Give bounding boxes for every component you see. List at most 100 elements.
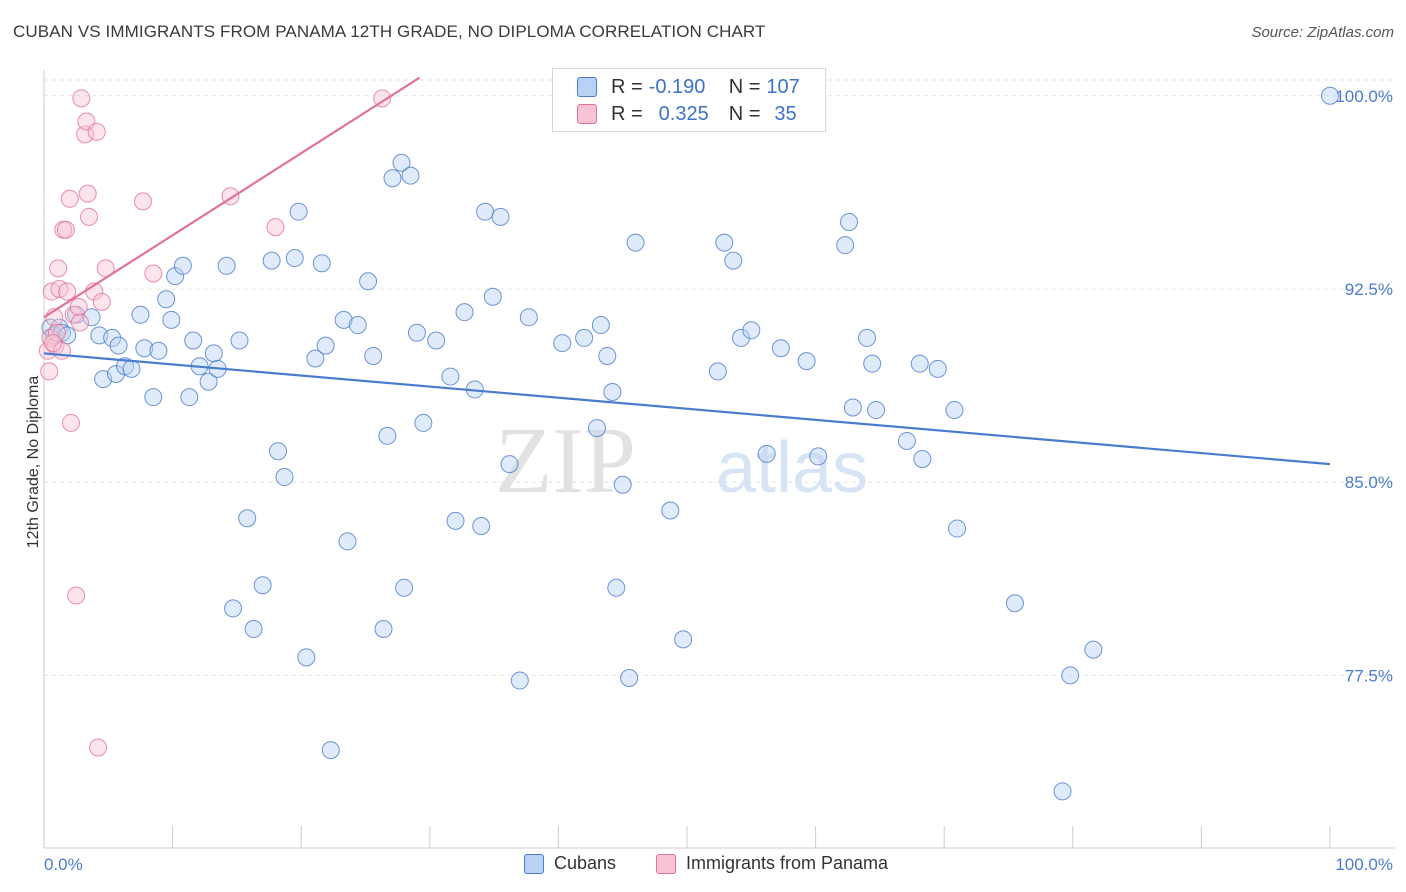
legend-row-cubans: R = -0.190 N = 107 xyxy=(577,74,800,100)
cubans-point xyxy=(732,328,751,347)
cubans-point xyxy=(135,339,154,358)
cubans-point xyxy=(224,599,243,618)
cubans-point xyxy=(913,450,932,468)
cubans-point xyxy=(157,290,176,309)
cubans-point xyxy=(289,202,308,221)
cubans-point xyxy=(334,310,353,329)
cubans-point xyxy=(620,668,639,687)
cubans-point xyxy=(262,251,281,270)
cubans-point xyxy=(395,578,414,597)
cubans-point xyxy=(306,349,325,368)
panama-point xyxy=(373,89,392,108)
cubans-point xyxy=(607,578,626,597)
panama-point xyxy=(49,259,68,278)
cubans-point xyxy=(217,256,236,275)
chart-title: CUBAN VS IMMIGRANTS FROM PANAMA 12TH GRA… xyxy=(13,22,766,41)
cubans-point xyxy=(575,328,594,347)
cubans-point xyxy=(348,316,367,335)
legend-item-cubans: Cubans xyxy=(524,853,616,874)
y-axis-title: 12th Grade, No Diploma xyxy=(25,376,42,549)
cubans-r-value: -0.190 xyxy=(648,75,706,98)
panama-point xyxy=(266,218,285,237)
cubans-point xyxy=(491,207,510,226)
y-tick-label: 92.5% xyxy=(1345,280,1393,299)
panama-point xyxy=(144,264,163,283)
cubans-point xyxy=(771,339,790,358)
panama-point xyxy=(78,184,97,203)
cubans-point xyxy=(359,272,378,291)
watermark-atlas: atlas xyxy=(716,428,868,508)
cubans-point xyxy=(103,328,122,347)
cubans-point xyxy=(603,383,622,402)
panama-point xyxy=(40,362,59,381)
cubans-point xyxy=(364,346,383,365)
cubans-point xyxy=(867,401,886,420)
panama-swatch xyxy=(577,104,597,124)
cubans-point xyxy=(809,447,828,466)
panama-point xyxy=(76,125,95,144)
y-tick-label: 85.0% xyxy=(1345,473,1393,492)
data-points xyxy=(38,86,1339,801)
cubans-point xyxy=(441,367,460,386)
cubans-point xyxy=(204,344,223,363)
panama-legend-label: Immigrants from Panama xyxy=(686,853,889,873)
cubans-point xyxy=(674,630,693,649)
cubans-point xyxy=(297,648,316,667)
panama-point xyxy=(47,323,66,342)
correlation-legend: R = -0.190 N = 107 R = 0.325 N = 35 xyxy=(552,68,826,132)
n-label: N = xyxy=(728,75,761,98)
cubans-point xyxy=(948,519,967,538)
cubans-point xyxy=(173,256,192,275)
legend-item-panama: Immigrants from Panama xyxy=(656,853,888,874)
cubans-point xyxy=(897,431,916,450)
cubans-point xyxy=(757,444,776,463)
cubans-legend-swatch xyxy=(524,853,544,874)
cubans-point xyxy=(587,419,606,438)
cubans-point xyxy=(910,354,929,373)
cubans-point xyxy=(708,362,727,381)
y-tick-label: 77.5% xyxy=(1345,666,1393,685)
trend-lines xyxy=(43,76,1331,466)
cubans-point xyxy=(312,254,331,273)
cubans-point xyxy=(836,236,855,255)
cubans-point xyxy=(144,388,163,407)
cubans-point xyxy=(401,166,420,185)
cubans-point xyxy=(840,212,859,231)
panama-point xyxy=(44,334,63,353)
n-label: N = xyxy=(728,102,761,125)
cubans-point xyxy=(238,509,257,528)
x-tick-label-max: 100.0% xyxy=(1335,855,1393,874)
cubans-point xyxy=(149,341,168,360)
cubans-point xyxy=(797,352,816,371)
cubans-point xyxy=(553,334,572,353)
panama-point xyxy=(69,298,88,317)
cubans-point xyxy=(613,475,632,494)
cubans-point xyxy=(166,267,185,286)
cubans-point xyxy=(455,303,474,322)
chart-source: Source: ZipAtlas.com xyxy=(1251,24,1394,41)
panama-trend-line xyxy=(43,76,421,319)
panama-point xyxy=(89,738,108,757)
legend-row-panama: R = 0.325 N = 35 xyxy=(577,101,797,127)
cubans-point xyxy=(858,328,877,347)
cubans-point xyxy=(1061,666,1080,685)
cubans-point xyxy=(1321,86,1339,105)
panama-point xyxy=(134,192,153,211)
cubans-point xyxy=(928,359,947,378)
watermark: ZIP atlas xyxy=(495,409,868,513)
panama-point xyxy=(92,292,111,311)
panama-point xyxy=(67,586,86,605)
cubans-point xyxy=(162,310,181,329)
cubans-point xyxy=(321,741,340,760)
cubans-point xyxy=(230,331,249,350)
panama-point xyxy=(62,413,81,432)
cubans-point xyxy=(427,331,446,350)
watermark-zip: ZIP xyxy=(495,409,636,513)
cubans-point xyxy=(180,388,199,407)
panama-legend-swatch xyxy=(656,853,676,874)
cubans-point xyxy=(253,576,272,595)
cubans-point xyxy=(199,372,218,391)
cubans-point xyxy=(184,331,203,350)
cubans-point xyxy=(843,398,862,417)
